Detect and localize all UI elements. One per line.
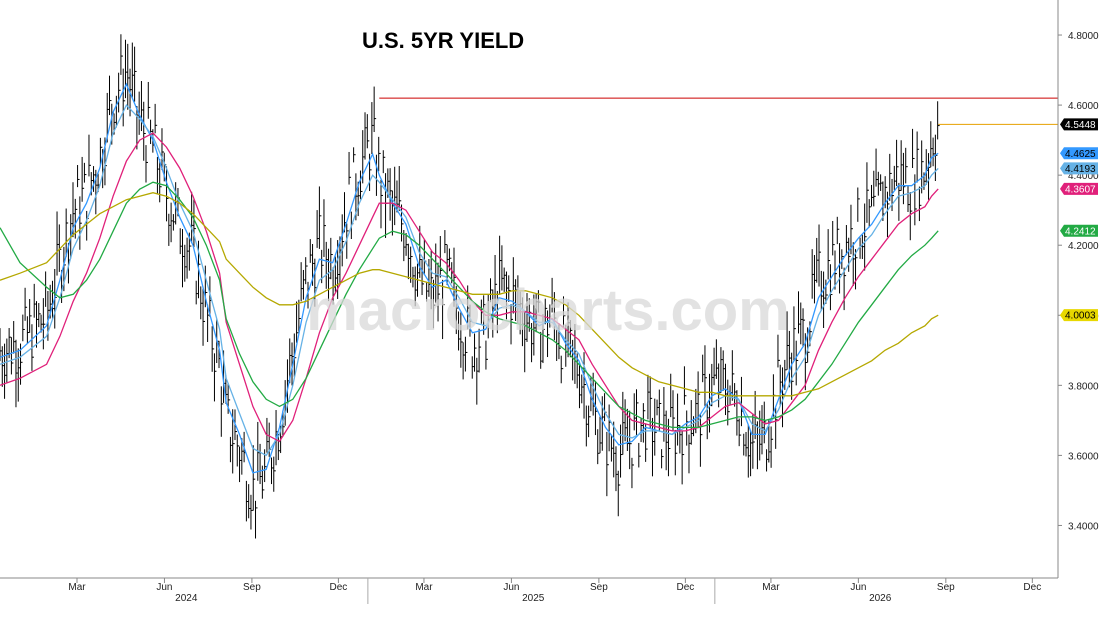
value-tag-box	[1060, 224, 1098, 237]
value-tag-box	[1060, 118, 1098, 131]
value-tag-box	[1060, 147, 1098, 160]
watermark-text: macrocharts.com	[306, 278, 790, 343]
x-tick-label: Dec	[676, 582, 694, 593]
year-label: 2025	[522, 593, 545, 604]
y-tick-label: 3.4000	[1068, 521, 1099, 532]
x-tick-label: Dec	[330, 582, 348, 593]
moving-average-line-5	[0, 192, 939, 397]
year-label: 2026	[869, 593, 892, 604]
x-tick-label: Jun	[850, 582, 866, 593]
chart-title: U.S. 5YR YIELD	[362, 28, 524, 53]
value-tag: 4.4193	[1060, 162, 1098, 175]
value-tag-label: 4.4625	[1065, 149, 1096, 160]
value-tag-label: 4.2412	[1065, 226, 1096, 237]
year-label: 2024	[175, 593, 198, 604]
value-tag-box	[1060, 309, 1098, 322]
value-tag-box	[1060, 182, 1098, 195]
value-tag: 4.3607	[1060, 182, 1098, 195]
x-tick-label: Jun	[503, 582, 519, 593]
x-tick-label: Sep	[937, 582, 955, 593]
x-tick-label: Sep	[590, 582, 608, 593]
moving-average-line-4	[0, 181, 939, 429]
x-tick-label: Jun	[156, 582, 172, 593]
value-tag-label: 4.4193	[1065, 164, 1096, 175]
moving-average-line-1	[0, 82, 939, 474]
y-tick-label: 4.8000	[1068, 31, 1099, 42]
value-tag-label: 4.5448	[1065, 120, 1096, 131]
value-tag-label: 4.0003	[1065, 311, 1096, 322]
x-tick-label: Mar	[415, 582, 433, 593]
value-tag: 4.0003	[1060, 309, 1098, 322]
x-tick-label: Sep	[243, 582, 261, 593]
x-tick-label: Mar	[68, 582, 86, 593]
value-tag-box	[1060, 162, 1098, 175]
value-tag: 4.5448	[1060, 118, 1098, 131]
y-tick-label: 4.4000	[1068, 171, 1099, 182]
y-tick-label: 4.6000	[1068, 101, 1099, 112]
y-tick-label: 4.2000	[1068, 241, 1099, 252]
value-tag: 4.4625	[1060, 147, 1098, 160]
value-tag-label: 4.3607	[1065, 184, 1096, 195]
y-tick-label: 3.6000	[1068, 451, 1099, 462]
value-tag: 4.2412	[1060, 224, 1098, 237]
x-tick-label: Dec	[1023, 582, 1041, 593]
y-tick-label: 3.8000	[1068, 381, 1099, 392]
moving-average-line-3	[0, 132, 939, 443]
x-tick-label: Mar	[762, 582, 780, 593]
